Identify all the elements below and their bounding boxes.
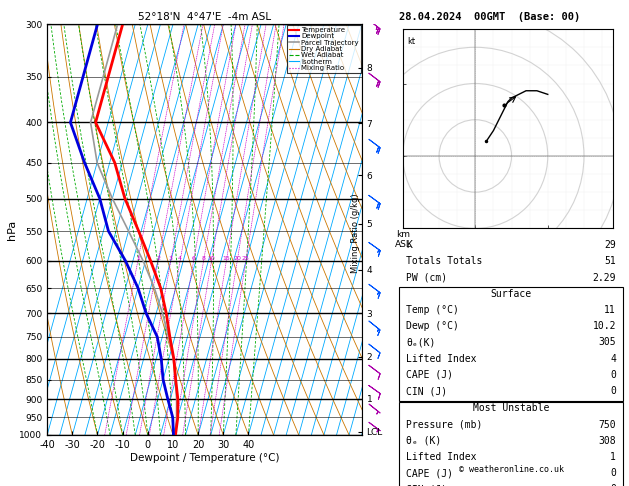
Text: 29: 29 xyxy=(604,240,616,250)
Text: 10.2: 10.2 xyxy=(593,321,616,331)
Text: PW (cm): PW (cm) xyxy=(406,273,447,283)
Text: 305: 305 xyxy=(598,337,616,347)
Text: 11: 11 xyxy=(604,305,616,315)
Bar xyxy=(399,402,623,486)
Text: θₑ(K): θₑ(K) xyxy=(406,337,435,347)
Text: CAPE (J): CAPE (J) xyxy=(406,370,453,380)
Text: Most Unstable: Most Unstable xyxy=(473,403,549,414)
Text: CIN (J): CIN (J) xyxy=(406,485,447,486)
Text: 28.04.2024  00GMT  (Base: 00): 28.04.2024 00GMT (Base: 00) xyxy=(399,12,581,22)
Text: 10: 10 xyxy=(208,256,215,260)
Text: Mixing Ratio (g/kg): Mixing Ratio (g/kg) xyxy=(351,193,360,273)
Text: © weatheronline.co.uk: © weatheronline.co.uk xyxy=(459,465,564,474)
Text: 2: 2 xyxy=(156,256,160,260)
Text: 0: 0 xyxy=(610,370,616,380)
Text: 0: 0 xyxy=(610,386,616,396)
X-axis label: Dewpoint / Temperature (°C): Dewpoint / Temperature (°C) xyxy=(130,452,279,463)
Text: 1: 1 xyxy=(136,256,140,260)
Bar xyxy=(399,287,623,401)
Text: Surface: Surface xyxy=(491,289,532,299)
Text: 1: 1 xyxy=(610,452,616,462)
Text: 3: 3 xyxy=(169,256,173,260)
Text: Totals Totals: Totals Totals xyxy=(406,257,482,266)
Text: 0: 0 xyxy=(610,468,616,478)
Text: Temp (°C): Temp (°C) xyxy=(406,305,459,315)
Text: 20: 20 xyxy=(233,256,241,260)
Text: 8: 8 xyxy=(202,256,206,260)
Text: 4: 4 xyxy=(610,354,616,364)
Text: 6: 6 xyxy=(192,256,196,260)
Text: 51: 51 xyxy=(604,257,616,266)
Y-axis label: km
ASL: km ASL xyxy=(395,229,412,249)
Text: 2.29: 2.29 xyxy=(593,273,616,283)
Text: K: K xyxy=(406,240,412,250)
Text: Dewp (°C): Dewp (°C) xyxy=(406,321,459,331)
Text: CIN (J): CIN (J) xyxy=(406,386,447,396)
Text: Lifted Index: Lifted Index xyxy=(406,452,477,462)
Text: kt: kt xyxy=(407,37,415,46)
Legend: Temperature, Dewpoint, Parcel Trajectory, Dry Adiabat, Wet Adiabat, Isotherm, Mi: Temperature, Dewpoint, Parcel Trajectory… xyxy=(287,25,361,73)
Text: Lifted Index: Lifted Index xyxy=(406,354,477,364)
Text: Pressure (mb): Pressure (mb) xyxy=(406,419,482,430)
Text: CAPE (J): CAPE (J) xyxy=(406,468,453,478)
Text: 25: 25 xyxy=(242,256,250,260)
Text: 308: 308 xyxy=(598,436,616,446)
Y-axis label: hPa: hPa xyxy=(6,220,16,240)
Text: 15: 15 xyxy=(223,256,230,260)
Text: 750: 750 xyxy=(598,419,616,430)
Text: 4: 4 xyxy=(178,256,182,260)
Text: θₑ (K): θₑ (K) xyxy=(406,436,442,446)
Text: 0: 0 xyxy=(610,485,616,486)
Title: 52°18'N  4°47'E  -4m ASL: 52°18'N 4°47'E -4m ASL xyxy=(138,12,271,22)
